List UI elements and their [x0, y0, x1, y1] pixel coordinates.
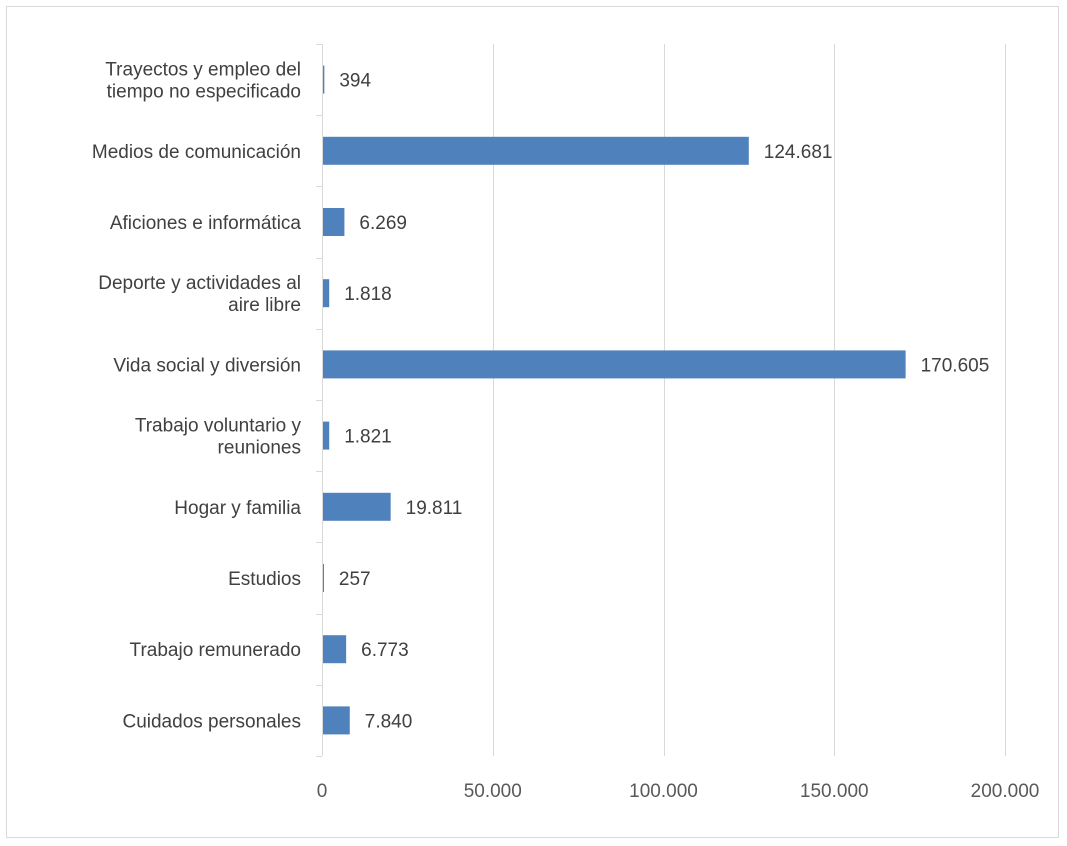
category-labels: Cuidados personales Trabajo remunerado Est…	[92, 60, 302, 733]
bars	[323, 65, 906, 735]
x-tick-label: 200.000	[971, 781, 1040, 802]
data-label: 257	[339, 569, 371, 590]
bar	[323, 279, 330, 308]
data-label: 1.821	[344, 427, 392, 448]
bar	[323, 208, 345, 236]
data-label: 6.773	[361, 640, 409, 661]
category-label: Trayectos y empleo del tiempo no especifi…	[105, 60, 301, 103]
bar	[323, 706, 350, 735]
x-tick-label: 50.000	[464, 781, 522, 802]
category-label: Cuidados personales	[122, 711, 301, 732]
bar	[323, 564, 324, 592]
category-label: Estudios	[228, 569, 301, 590]
category-label: Medios de comunicación	[92, 142, 301, 163]
data-label: 170.605	[921, 355, 990, 376]
x-tick-label: 150.000	[800, 781, 869, 802]
bar	[323, 65, 325, 94]
category-label: Trabajo voluntario y reuniones	[135, 416, 302, 459]
x-axis-tick-labels: 0 50.000 100.000 150.000 200.000	[317, 781, 1040, 802]
category-label: Vida social y diversión	[113, 355, 301, 376]
bar	[323, 421, 330, 450]
data-label: 394	[339, 71, 371, 92]
category-label: Hogar y familia	[174, 498, 301, 519]
x-tick-label: 100.000	[629, 781, 698, 802]
category-label: Deporte y actividades al aire libre	[98, 273, 301, 316]
data-labels: 7.840 6.773 257 19.811 1.821 170.605 1.818 6.26…	[339, 71, 989, 733]
bar	[323, 350, 906, 379]
data-label: 124.681	[764, 142, 833, 163]
data-label: 7.840	[365, 711, 413, 732]
category-ticks	[316, 44, 322, 757]
data-label: 19.811	[406, 498, 463, 519]
bar	[323, 136, 749, 165]
category-label: Aficiones e informática	[110, 213, 302, 234]
data-label: 6.269	[359, 213, 407, 234]
bar	[323, 635, 347, 664]
x-tick-label: 0	[317, 781, 328, 802]
bar	[323, 492, 391, 521]
data-label: 1.818	[344, 284, 392, 305]
category-label: Trabajo remunerado	[130, 640, 301, 661]
